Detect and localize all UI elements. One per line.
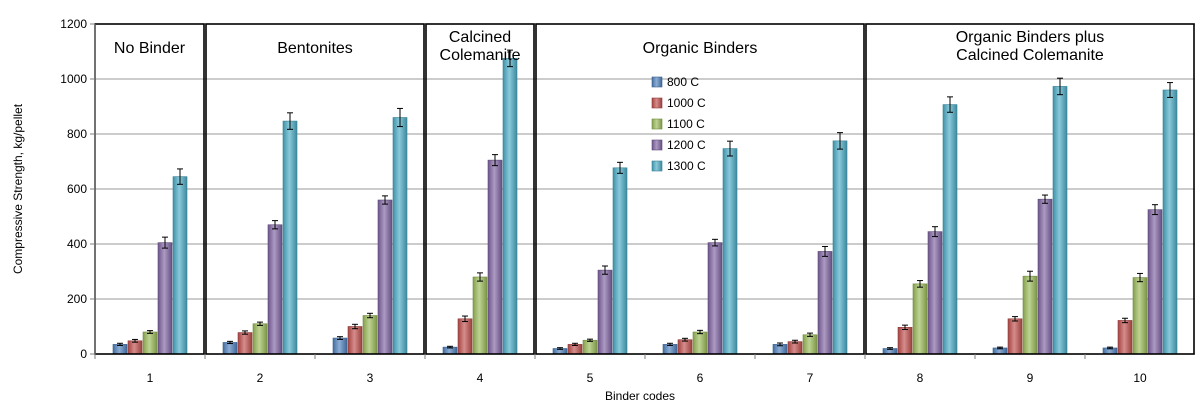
x-tick-label: 9 — [1027, 371, 1034, 385]
bar-1200c-binder-5 — [597, 269, 613, 355]
bar-1100c-binder-6 — [692, 331, 708, 355]
bar-1000c-binder-9 — [1007, 318, 1023, 355]
bar-1100c-binder-3 — [362, 315, 378, 355]
x-tick-label: 8 — [917, 371, 924, 385]
bar-1300c-binder-9 — [1052, 86, 1068, 355]
bar-1000c-binder-2 — [237, 332, 253, 355]
bar-1000c-binder-8 — [897, 327, 913, 355]
x-tick-label: 5 — [587, 371, 594, 385]
x-tick-label: 6 — [697, 371, 704, 385]
bar-1100c-binder-1 — [142, 331, 158, 355]
bar-1100c-binder-8 — [912, 283, 928, 355]
y-tick-label: 0 — [80, 347, 87, 361]
group-label: Organic Binders — [643, 40, 758, 57]
bar-1300c-binder-2 — [282, 120, 298, 355]
bar-1200c-binder-10 — [1147, 209, 1163, 355]
x-axis-title: Binder codes — [605, 389, 675, 403]
bar-1100c-binder-9 — [1022, 275, 1038, 355]
bar-1100c-binder-5 — [582, 339, 598, 355]
bar-1200c-binder-6 — [707, 242, 723, 355]
legend-label: 1200 C — [667, 138, 706, 152]
group-panel — [425, 23, 535, 355]
legend: 800 C 1000 C 1100 C 1200 C 1300 C — [651, 75, 706, 173]
bar-1300c-binder-8 — [942, 104, 958, 355]
error-bars — [117, 49, 1173, 350]
x-tick-label: 3 — [367, 371, 374, 385]
y-tick-label: 800 — [67, 127, 87, 141]
y-axis-ticks: 0 200 400 600 800 1000 1200 — [60, 17, 96, 361]
bar-1200c-binder-2 — [267, 224, 283, 355]
bar-1200c-binder-9 — [1037, 198, 1053, 355]
group-label: Colemanite — [440, 47, 521, 64]
legend-swatch — [651, 160, 663, 172]
legend-label: 1000 C — [667, 96, 706, 110]
group-panel — [535, 23, 865, 355]
x-tick-label: 2 — [257, 371, 264, 385]
bar-800c-binder-3 — [332, 337, 348, 355]
bar-1200c-binder-8 — [927, 231, 943, 355]
legend-label: 1300 C — [667, 159, 706, 173]
bar-1000c-binder-10 — [1117, 320, 1133, 355]
x-tick-label: 7 — [807, 371, 814, 385]
bar-1300c-binder-5 — [612, 167, 628, 355]
bar-1300c-binder-4 — [502, 58, 518, 355]
group-label: Organic Binders plus — [956, 29, 1105, 46]
group-label: Calcined — [449, 29, 511, 46]
y-axis-title: Compressive Strength, kg/pellet — [11, 103, 25, 274]
bar-1200c-binder-4 — [487, 159, 503, 355]
bar-1000c-binder-6 — [677, 339, 693, 355]
bar-1100c-binder-2 — [252, 323, 268, 355]
x-tick-label: 1 — [147, 371, 154, 385]
legend-swatch — [651, 118, 663, 130]
group-label: Bentonites — [277, 40, 353, 57]
x-axis-ticks: 1 2 3 4 5 6 7 8 9 10 — [94, 354, 1147, 385]
y-tick-label: 1200 — [60, 17, 87, 31]
legend-label: 1100 C — [667, 117, 705, 131]
bar-800c-binder-2 — [222, 342, 238, 355]
x-tick-label: 10 — [1133, 371, 1147, 385]
bar-1200c-binder-1 — [157, 242, 173, 355]
bar-1000c-binder-4 — [457, 318, 473, 355]
bar-1300c-binder-7 — [832, 140, 848, 355]
group-label: Calcined Colemanite — [956, 47, 1104, 64]
legend-swatch — [651, 97, 663, 109]
bar-1300c-binder-6 — [722, 148, 738, 355]
bar-series — [112, 58, 1178, 355]
bar-1000c-binder-3 — [347, 326, 363, 355]
bar-1100c-binder-7 — [802, 334, 818, 355]
bar-1200c-binder-7 — [817, 251, 833, 355]
bar-1300c-binder-1 — [172, 176, 188, 355]
group-panel — [865, 23, 1195, 355]
legend-label: 800 C — [667, 75, 699, 89]
bar-1300c-binder-3 — [392, 117, 408, 355]
bar-1100c-binder-10 — [1132, 277, 1148, 355]
bar-1300c-binder-10 — [1162, 89, 1178, 355]
bar-1000c-binder-1 — [127, 340, 143, 355]
bar-1200c-binder-3 — [377, 199, 393, 355]
y-tick-label: 400 — [67, 237, 87, 251]
x-tick-label: 4 — [477, 371, 484, 385]
group-label: No Binder — [114, 40, 186, 57]
y-tick-label: 1000 — [60, 72, 87, 86]
legend-swatch — [651, 76, 663, 88]
y-tick-label: 200 — [67, 292, 87, 306]
y-tick-label: 600 — [67, 182, 87, 196]
legend-swatch — [651, 139, 663, 151]
bar-1100c-binder-4 — [472, 276, 488, 355]
